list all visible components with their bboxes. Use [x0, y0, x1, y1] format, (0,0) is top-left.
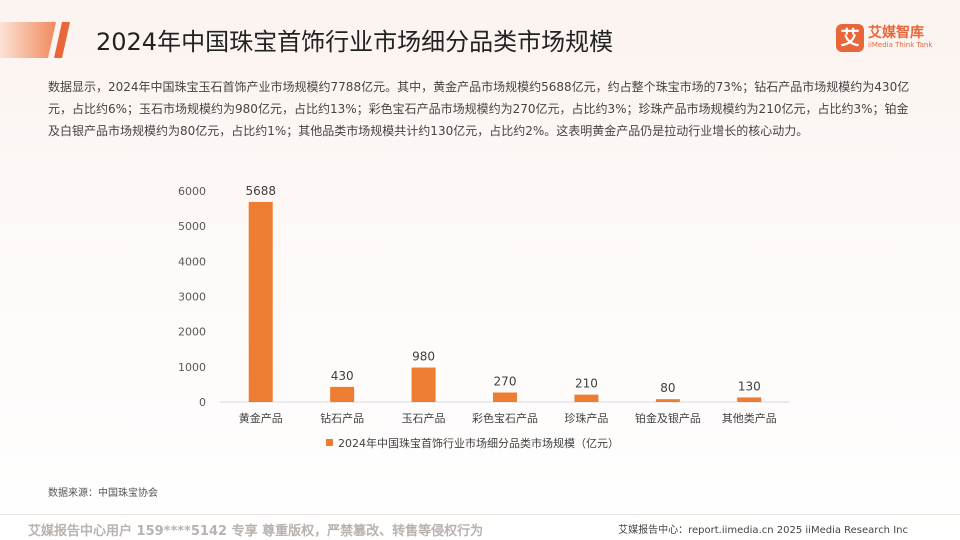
brand-subtitle: iiMedia Think Tank: [868, 41, 933, 49]
brand-logo: 艾 艾媒智库 iiMedia Think Tank: [836, 20, 932, 60]
bar-chart: 0 1000 2000 3000 4000 5000 6000 5688 黄金产品 430 钻石产…: [178, 184, 790, 450]
chart-legend: 2024年中国珠宝首饰行业市场细分品类市场规模（亿元）: [326, 436, 619, 450]
y-tick-label: 5000: [178, 220, 206, 233]
x-tick-label: 玉石产品: [402, 411, 446, 425]
brand-logo-icon: 艾: [836, 24, 864, 52]
x-tick-label: 其他类产品: [722, 411, 777, 425]
data-label: 80: [660, 381, 675, 395]
description-text: 数据显示，2024年中国珠宝玉石首饰产业市场规模约7788亿元。其中，黄金产品市…: [48, 80, 910, 138]
y-tick-label: 3000: [178, 291, 206, 304]
title-bar: 2024年中国珠宝首饰行业市场细分品类市场规模 艾 艾媒智库 iiMedia T…: [0, 14, 960, 64]
x-tick-label: 铂金及银产品: [635, 411, 701, 425]
y-tick-label: 6000: [178, 185, 206, 198]
bar-series: 5688 黄金产品 430 钻石产品 980 玉石产品 270 彩色宝石产品 210 珍珠产品 80…: [239, 184, 777, 425]
legend-label: 2024年中国珠宝首饰行业市场细分品类市场规模（亿元）: [338, 436, 619, 450]
data-label: 270: [494, 375, 517, 389]
data-label: 130: [738, 379, 761, 393]
y-tick-label: 0: [199, 396, 206, 409]
bar: [574, 394, 599, 402]
data-source: 数据来源：中国珠宝协会: [48, 488, 158, 499]
title-stripe-decoration: [0, 22, 70, 58]
user-watermark: 艾媒报告中心用户 159****5142 专享 尊重版权，严禁篡改、转售等侵权行…: [28, 524, 484, 539]
bar: [493, 392, 517, 402]
brand-name: 艾媒智库: [868, 25, 924, 41]
y-tick-label: 1000: [178, 361, 206, 374]
y-axis: 0 1000 2000 3000 4000 5000 6000: [178, 185, 206, 409]
x-tick-label: 彩色宝石产品: [472, 411, 538, 425]
page-title: 2024年中国珠宝首饰行业市场细分品类市场规模: [96, 28, 614, 56]
data-label: 980: [412, 350, 435, 364]
footer: 艾媒报告中心用户 159****5142 专享 尊重版权，严禁篡改、转售等侵权行…: [0, 514, 960, 540]
data-label: 5688: [245, 184, 276, 198]
legend-swatch: [326, 439, 333, 446]
bar: [655, 399, 680, 402]
copyright-text: 艾媒报告中心：report.iimedia.cn 2025 iiMedia Re…: [618, 525, 908, 536]
x-tick-label: 钻石产品: [320, 411, 364, 425]
x-tick-label: 珍珠产品: [564, 411, 608, 425]
data-label: 430: [331, 369, 354, 383]
x-tick-label: 黄金产品: [239, 411, 283, 425]
y-tick-label: 4000: [178, 255, 206, 268]
y-tick-label: 2000: [178, 326, 206, 339]
bar: [737, 397, 762, 402]
bar: [248, 201, 273, 402]
data-label: 210: [575, 377, 598, 391]
bar: [411, 367, 436, 402]
bar: [330, 386, 355, 402]
